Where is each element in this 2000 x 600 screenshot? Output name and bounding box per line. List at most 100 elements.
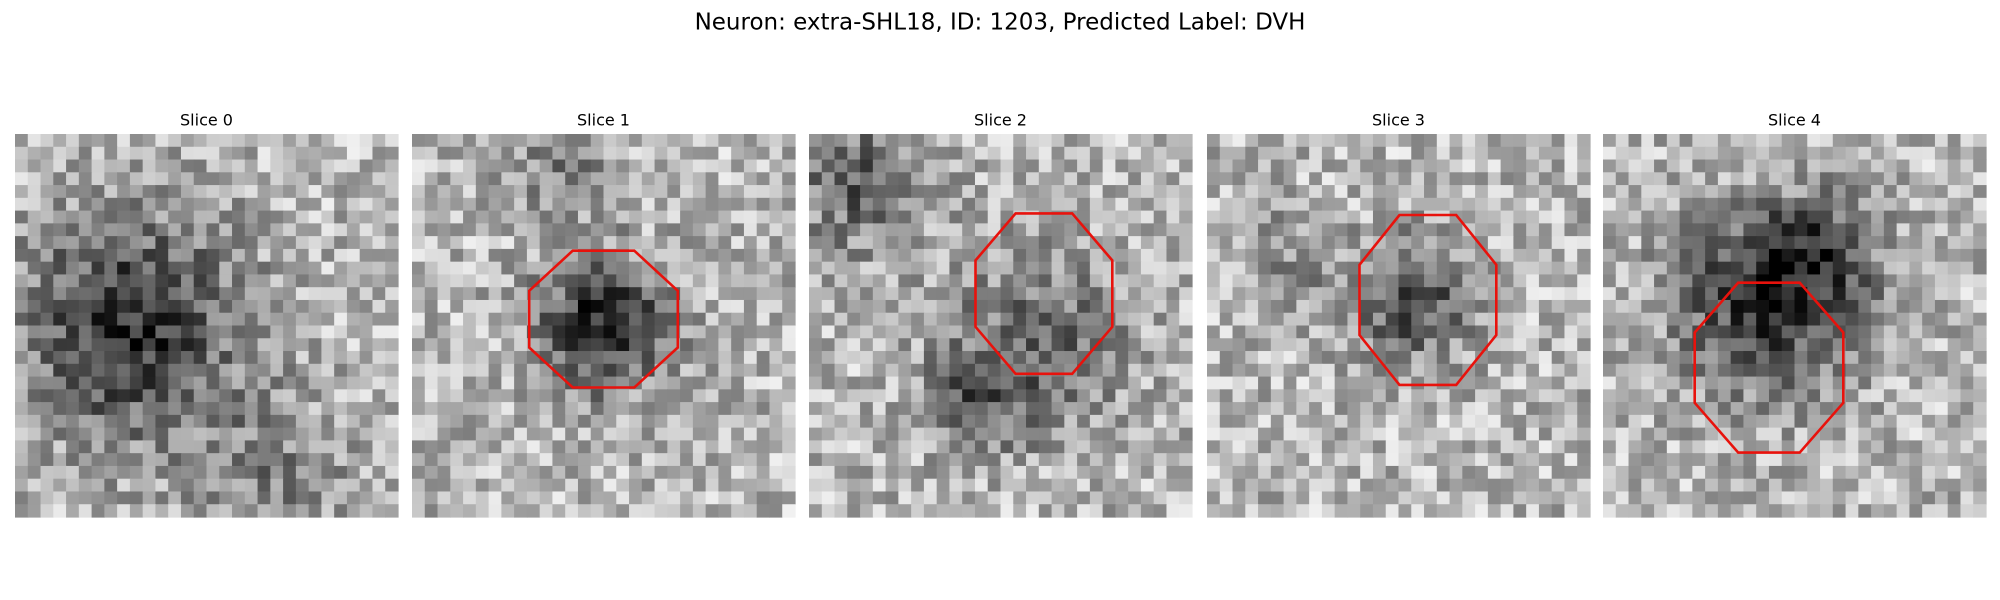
pixel: [1934, 453, 1949, 467]
pixel: [1781, 478, 1796, 493]
pixel: [219, 134, 233, 148]
pixel: [1372, 504, 1387, 518]
pixel: [321, 376, 335, 390]
pixel: [974, 274, 989, 288]
pixel: [1883, 261, 1898, 276]
pixel: [936, 159, 951, 173]
pixel: [1296, 210, 1310, 224]
pixel: [488, 185, 502, 199]
pixel: [385, 197, 399, 212]
pixel: [1654, 185, 1668, 199]
pixel: [1666, 146, 1681, 161]
pixel: [590, 491, 605, 505]
pixel: [1360, 440, 1374, 454]
pixel: [1743, 134, 1757, 148]
pixel: [295, 274, 310, 288]
pixel: [974, 312, 989, 327]
pixel: [1717, 274, 1732, 288]
pixel: [1679, 325, 1693, 339]
pixel: [1717, 491, 1732, 505]
pixel: [1577, 248, 1591, 263]
pixel: [78, 261, 93, 276]
pixel: [180, 299, 195, 314]
pixel: [847, 325, 861, 339]
pixel: [1896, 210, 1910, 224]
pixel: [142, 402, 157, 416]
pixel: [1372, 491, 1387, 505]
pixel: [1551, 363, 1566, 378]
pixel: [1564, 146, 1578, 161]
pixel: [1820, 453, 1834, 467]
pixel: [949, 172, 963, 186]
pixel: [206, 414, 220, 429]
pixel: [155, 414, 169, 429]
pixel: [1475, 427, 1489, 441]
pixel: [219, 389, 233, 403]
pixel: [1909, 325, 1923, 339]
pixel: [501, 274, 515, 288]
pixel: [1064, 197, 1078, 212]
pixel: [1270, 440, 1285, 454]
pixel: [923, 287, 938, 301]
pixel: [860, 363, 874, 378]
pixel: [1077, 491, 1091, 505]
pixel: [270, 146, 284, 161]
pixel: [1347, 465, 1361, 480]
pixel: [155, 465, 169, 480]
pixel: [514, 299, 528, 314]
pixel: [1654, 210, 1668, 224]
pixel: [1296, 146, 1310, 161]
pixel: [1245, 351, 1259, 365]
pixel: [180, 363, 195, 378]
pixel: [1883, 491, 1898, 505]
pixel: [308, 427, 322, 441]
pixel: [1628, 504, 1642, 518]
pixel: [1153, 325, 1168, 339]
pixel: [860, 159, 874, 173]
pixel: [40, 197, 54, 212]
pixel: [949, 427, 963, 441]
pixel: [1296, 453, 1310, 467]
pixel: [1475, 312, 1489, 327]
pixel: [346, 440, 361, 454]
pixel: [1309, 210, 1323, 224]
pixel: [1858, 338, 1872, 352]
pixel: [1832, 185, 1847, 199]
pixel: [1219, 414, 1234, 429]
pixel: [1334, 376, 1349, 390]
pixel: [1934, 491, 1949, 505]
pixel: [872, 274, 887, 288]
pixel: [1258, 478, 1272, 493]
pixel: [552, 274, 566, 288]
pixel: [756, 325, 771, 339]
pixel: [743, 248, 758, 263]
pixel: [898, 402, 912, 416]
pixel: [385, 134, 399, 148]
pixel: [1140, 402, 1155, 416]
pixel: [308, 376, 322, 390]
pixel: [1845, 414, 1859, 429]
pixel: [1896, 465, 1910, 480]
pixel: [1309, 248, 1323, 263]
pixel: [129, 376, 144, 390]
pixel: [450, 478, 464, 493]
pixel: [565, 389, 579, 403]
pixel: [1781, 159, 1796, 173]
pixel: [782, 299, 796, 314]
pixel: [27, 261, 42, 276]
pixel: [385, 287, 399, 301]
pixel: [219, 414, 233, 429]
pixel: [1309, 146, 1323, 161]
pixel: [1051, 134, 1065, 148]
pixel: [616, 146, 630, 161]
pixel: [78, 299, 93, 314]
pixel: [1128, 427, 1142, 441]
pixel: [27, 287, 42, 301]
pixel: [1577, 159, 1591, 173]
pixel: [424, 172, 439, 186]
pixel: [372, 172, 386, 186]
pixel: [1102, 414, 1116, 429]
pixel: [1666, 210, 1681, 224]
pixel: [424, 325, 439, 339]
pixel: [743, 376, 758, 390]
